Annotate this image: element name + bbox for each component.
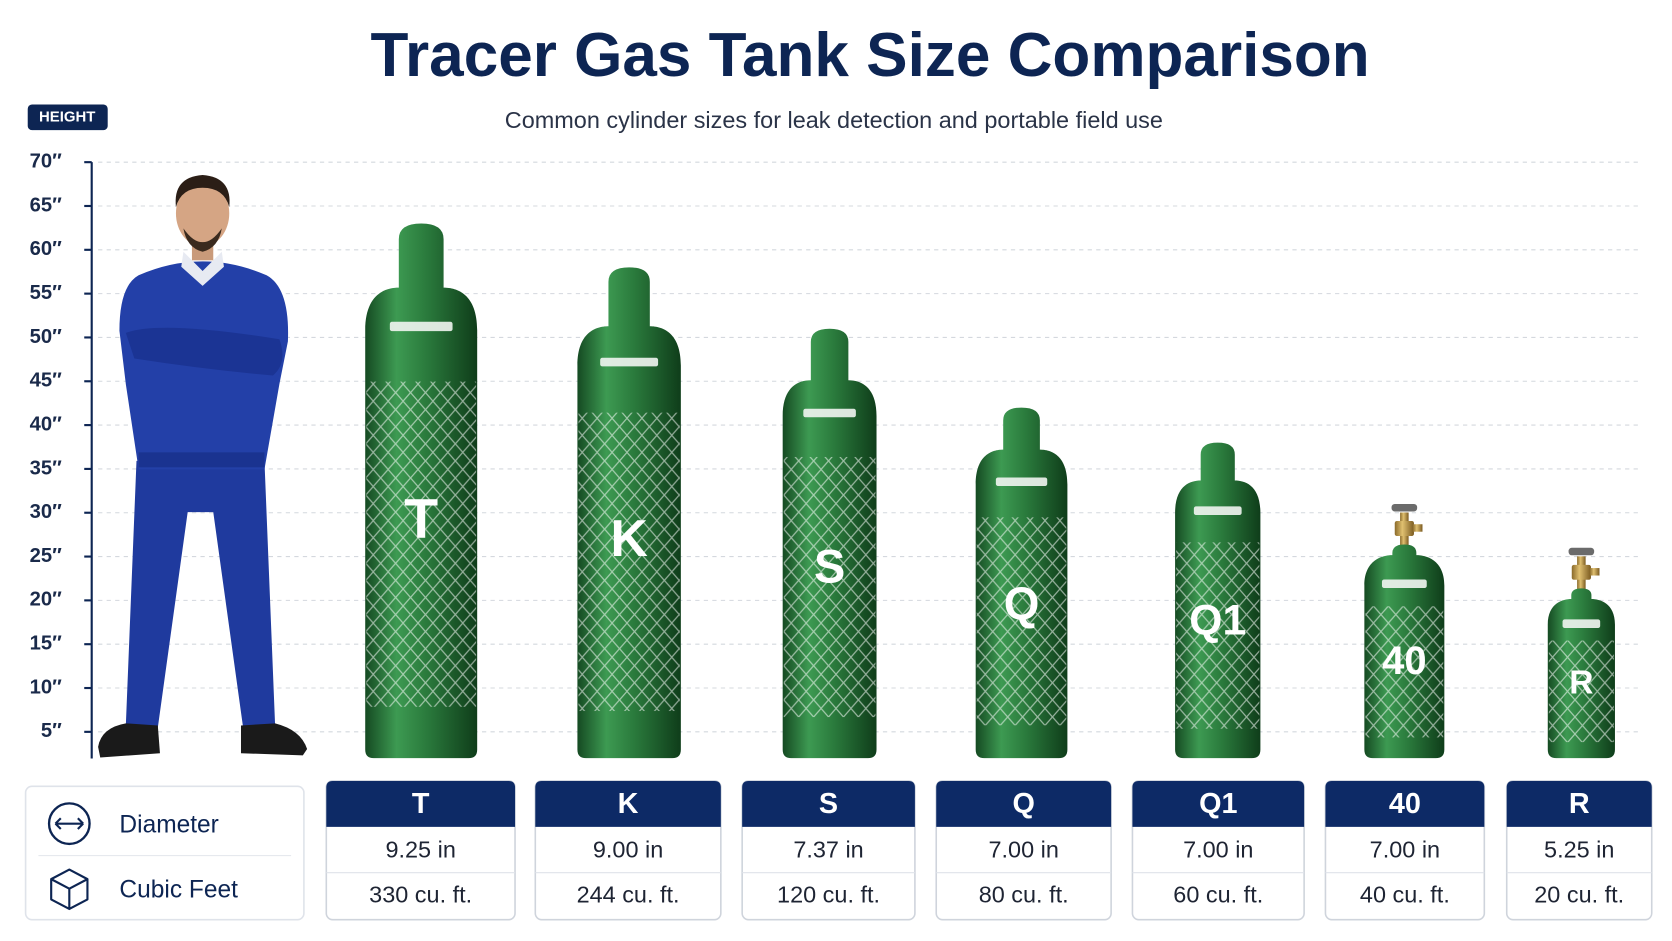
table-header-label: Q: [1012, 788, 1034, 820]
cylinder-net: [1548, 640, 1614, 743]
table-header: [1325, 780, 1485, 827]
cylinder-letter: Q1: [1189, 597, 1246, 645]
y-tick-label: 10″: [30, 676, 63, 698]
y-tick-label: 65″: [30, 194, 63, 216]
cylinder-label: [1193, 506, 1242, 515]
y-tick-label: 35″: [30, 457, 63, 479]
y-tick-label: 55″: [30, 282, 63, 304]
table-cell: 60 cu. ft.: [1173, 881, 1263, 907]
cylinder-net: [1365, 606, 1444, 738]
table-header: [326, 780, 516, 827]
cylinder-letter: 40: [1382, 639, 1426, 683]
y-tick-label: 20″: [30, 589, 63, 611]
table-cell: 9.25 in: [385, 837, 455, 863]
cylinder-label: [995, 477, 1048, 487]
person-illustration: [98, 174, 308, 758]
table-header: [936, 780, 1112, 827]
table-legend: [24, 785, 305, 921]
cylinder-label: [803, 408, 856, 418]
legend-label: Diameter: [119, 811, 218, 838]
cylinder-letter: T: [404, 487, 438, 549]
cylinder-label: [1562, 619, 1601, 628]
table-cell: 244 cu. ft.: [577, 881, 680, 907]
table-header: [535, 780, 721, 827]
cylinder-net: [976, 517, 1067, 726]
table-cell: 7.00 in: [1183, 837, 1253, 863]
valve-outlet: [1589, 568, 1600, 576]
cylinder: [1175, 442, 1261, 759]
axis-label-badge: [27, 104, 108, 131]
table-header: [1132, 780, 1305, 827]
y-tick-label: 50″: [30, 326, 63, 348]
y-tick-label: 70″: [30, 151, 63, 173]
cylinder-net: [578, 412, 680, 712]
table-cell: 9.00 in: [593, 837, 663, 863]
cylinder: [975, 407, 1068, 759]
table-header-label: S: [819, 788, 838, 820]
valve-wheel: [1391, 503, 1418, 512]
table-cell: 80 cu. ft.: [979, 881, 1069, 907]
chart-title: Tracer Gas Tank Size Comparison: [371, 21, 1370, 90]
y-axis-label: HEIGHT: [39, 108, 95, 125]
y-tick-label: 40″: [30, 413, 63, 435]
y-tick-label: 60″: [30, 238, 63, 260]
table-header: [1506, 780, 1652, 827]
cylinder-label: [389, 321, 453, 332]
y-tick-label: 5″: [41, 720, 62, 742]
cylinder: [1547, 547, 1615, 759]
cylinder-net: [1176, 542, 1260, 729]
y-tick-label: 30″: [30, 501, 63, 523]
cylinder: [1364, 503, 1445, 759]
table-cell: 7.37 in: [793, 837, 863, 863]
table-header-label: Q1: [1199, 788, 1237, 820]
table-cell: 20 cu. ft.: [1534, 881, 1624, 907]
cylinder: [365, 223, 478, 759]
table-header-label: 40: [1389, 788, 1421, 820]
chart-subtitle: Common cylinder sizes for leak detection…: [505, 107, 1163, 133]
table-cell: 330 cu. ft.: [369, 881, 472, 907]
cylinder-net: [366, 381, 477, 707]
valve-body: [1571, 564, 1591, 580]
table-cell: 7.00 in: [1370, 837, 1440, 863]
valve-outlet: [1412, 524, 1423, 532]
cylinder-net: [783, 456, 876, 718]
table-header-label: R: [1569, 788, 1590, 820]
y-tick-label: 25″: [30, 545, 63, 567]
table-cell: 40 cu. ft.: [1360, 881, 1450, 907]
table-cell: 120 cu. ft.: [777, 881, 880, 907]
table-cell: 7.00 in: [988, 837, 1058, 863]
y-tick-label: 45″: [30, 370, 63, 392]
y-tick-label: 15″: [30, 633, 63, 655]
cylinder-letter: Q: [1004, 578, 1040, 630]
table-header-label: K: [618, 788, 639, 820]
cylinder-letter: S: [814, 540, 845, 592]
valve-body: [1394, 521, 1414, 536]
cylinder: [577, 267, 681, 759]
legend-label: Cubic Feet: [119, 876, 238, 903]
cylinder-letter: K: [610, 509, 647, 567]
cylinder-label: [600, 357, 659, 367]
table-header: [742, 780, 915, 827]
valve-wheel: [1568, 547, 1595, 556]
table-cell: 5.25 in: [1544, 837, 1614, 863]
cylinder-letter: R: [1569, 665, 1593, 702]
cylinder: [782, 328, 877, 759]
table-header-label: T: [412, 788, 430, 820]
cylinder-label: [1381, 579, 1427, 589]
